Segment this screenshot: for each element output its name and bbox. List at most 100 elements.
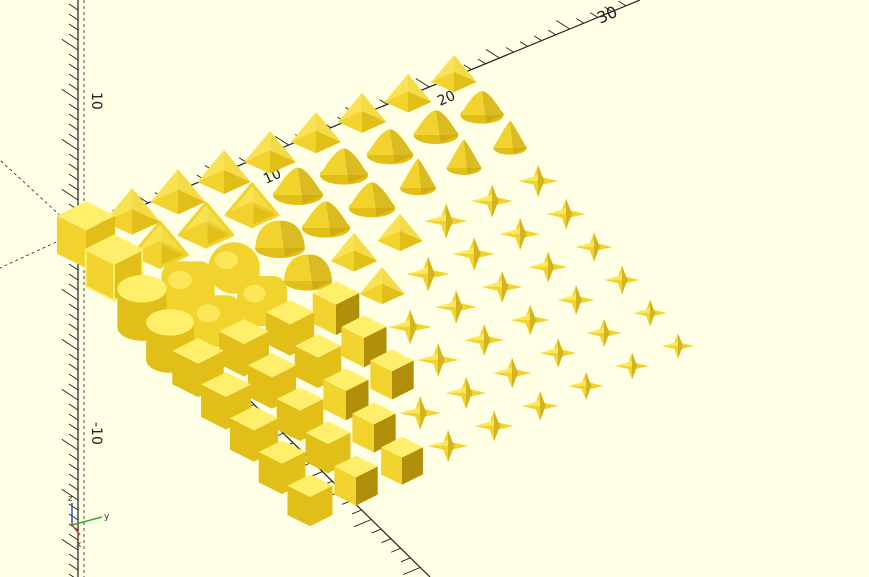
axis-tick bbox=[604, 6, 613, 12]
shape-r6-c2[interactable] bbox=[323, 368, 369, 421]
shape-r6-c4[interactable] bbox=[417, 343, 459, 377]
shape-r0-c8[interactable] bbox=[431, 54, 477, 93]
shape-r2-c3[interactable] bbox=[255, 220, 305, 258]
shape-r2-c7-shade bbox=[464, 139, 482, 175]
shape-r8-c3-highlight bbox=[427, 439, 448, 446]
shape-r5-c1[interactable] bbox=[247, 353, 297, 409]
shape-r7-c4[interactable] bbox=[445, 376, 487, 410]
axis-tick bbox=[68, 423, 79, 431]
shape-r3-c4[interactable] bbox=[330, 233, 378, 272]
shape-r0-c6[interactable] bbox=[337, 93, 387, 133]
shape-r2-c0-top bbox=[117, 275, 167, 303]
shape-r6-c6[interactable] bbox=[510, 304, 550, 336]
shape-r1-c7-body bbox=[413, 110, 459, 135]
shape-r1-c2[interactable] bbox=[177, 201, 235, 249]
axis-tick bbox=[68, 73, 79, 81]
shape-r6-c0-left bbox=[229, 418, 254, 462]
shape-r8-c7-highlight bbox=[615, 360, 632, 366]
shape-r0-c5[interactable] bbox=[291, 112, 341, 154]
shape-r1-c5[interactable] bbox=[319, 148, 369, 185]
shape-r8-c6[interactable] bbox=[568, 371, 604, 401]
shape-r1-c3[interactable] bbox=[224, 182, 280, 229]
shape-r7-c3-shade bbox=[420, 396, 427, 430]
shape-r3-c8[interactable] bbox=[517, 164, 559, 198]
shape-r5-c7[interactable] bbox=[528, 251, 568, 283]
shape-r3-c5-face-back bbox=[377, 213, 423, 241]
axis-tick bbox=[402, 567, 421, 576]
shape-r6-c3[interactable] bbox=[370, 349, 414, 400]
shape-r8-c7[interactable] bbox=[615, 352, 649, 380]
shape-r4-c4[interactable] bbox=[359, 266, 405, 305]
shape-r8-c4[interactable] bbox=[474, 410, 514, 442]
shape-r5-c7-highlight bbox=[528, 260, 548, 267]
shape-r8-c0[interactable] bbox=[287, 474, 333, 527]
shape-r4-c7[interactable] bbox=[499, 217, 541, 251]
shape-r6-c5[interactable] bbox=[463, 323, 505, 357]
shape-r7-c7-highlight bbox=[586, 327, 604, 333]
shape-r1-c1-face-back bbox=[131, 220, 189, 257]
axis-tick bbox=[533, 35, 542, 41]
shape-r2-c6[interactable] bbox=[399, 158, 437, 196]
shape-r8-c5-highlight bbox=[521, 400, 540, 406]
shape-r1-c6[interactable] bbox=[366, 129, 414, 165]
shape-r4-c6[interactable] bbox=[453, 237, 495, 271]
shape-r6-c8-highlight bbox=[604, 274, 622, 280]
shape-r6-c0[interactable] bbox=[229, 406, 279, 462]
shape-r7-c8[interactable] bbox=[633, 299, 667, 327]
shape-r6-c1-top bbox=[276, 387, 324, 411]
shape-r6-c7[interactable] bbox=[557, 285, 595, 315]
shape-r2-c5[interactable] bbox=[348, 182, 396, 218]
shape-r0-c2[interactable] bbox=[150, 169, 206, 215]
shape-r8-c3[interactable] bbox=[427, 429, 469, 463]
shape-r3-c7[interactable] bbox=[471, 184, 513, 218]
shape-r2-c7[interactable] bbox=[446, 139, 482, 175]
shape-r7-c7[interactable] bbox=[586, 318, 622, 348]
shape-r4-c8[interactable] bbox=[546, 198, 586, 230]
shape-r1-c7[interactable] bbox=[413, 110, 459, 145]
shape-r5-c1-left bbox=[247, 365, 272, 409]
shape-r1-c5-shade bbox=[344, 148, 369, 184]
shape-r6-c4-highlight bbox=[417, 353, 438, 360]
shape-r8-c8[interactable] bbox=[661, 333, 694, 359]
shape-r7-c3[interactable] bbox=[399, 396, 441, 430]
shapes-grid[interactable] bbox=[57, 54, 694, 527]
shape-r2-c5-body bbox=[348, 182, 396, 208]
axis-gizmo: z y x bbox=[68, 494, 110, 550]
shape-r5-c2[interactable] bbox=[294, 334, 342, 388]
shape-r5-c8[interactable] bbox=[575, 232, 613, 262]
shape-r7-c5[interactable] bbox=[492, 357, 532, 389]
axis-tick bbox=[618, 0, 627, 7]
shape-r3-c3[interactable] bbox=[283, 254, 333, 291]
shape-r7-c5-shade bbox=[512, 357, 519, 389]
axis-tick bbox=[68, 513, 79, 521]
shape-r8-c5[interactable] bbox=[521, 391, 559, 421]
shape-r2-c0[interactable] bbox=[117, 275, 167, 341]
shape-r0-c3[interactable] bbox=[197, 150, 251, 194]
shape-r3-c5[interactable] bbox=[377, 213, 423, 252]
shape-r2-c4[interactable] bbox=[301, 201, 351, 238]
shape-r4-c5-shade bbox=[428, 256, 435, 292]
shape-r0-c4[interactable] bbox=[244, 131, 296, 174]
gizmo-z-label: z bbox=[68, 494, 73, 504]
shape-r8-c1[interactable] bbox=[334, 455, 378, 506]
shape-r5-c5[interactable] bbox=[435, 290, 477, 324]
shape-r5-c6[interactable] bbox=[481, 270, 523, 304]
shape-r5-c4[interactable] bbox=[388, 309, 432, 345]
shape-r3-c6[interactable] bbox=[424, 203, 468, 239]
shape-r2-c8[interactable] bbox=[493, 120, 527, 155]
shape-r3-c0-top bbox=[146, 309, 194, 336]
shape-r1-c8[interactable] bbox=[460, 91, 504, 124]
shape-r0-c7[interactable] bbox=[384, 74, 432, 113]
shape-r3-c7-shade bbox=[492, 184, 499, 218]
shape-r6-c7-shade bbox=[576, 285, 582, 315]
shape-r4-c5[interactable] bbox=[406, 256, 450, 292]
shape-r4-c2-top bbox=[265, 300, 315, 325]
shape-r6-c8[interactable] bbox=[604, 265, 640, 295]
shape-r1-c4[interactable] bbox=[273, 167, 323, 205]
shape-r7-c6[interactable] bbox=[539, 338, 577, 368]
shape-r8-c2[interactable] bbox=[381, 436, 423, 485]
shape-r8-c0-left bbox=[287, 485, 310, 527]
shape-r8-c1-left bbox=[334, 466, 356, 506]
